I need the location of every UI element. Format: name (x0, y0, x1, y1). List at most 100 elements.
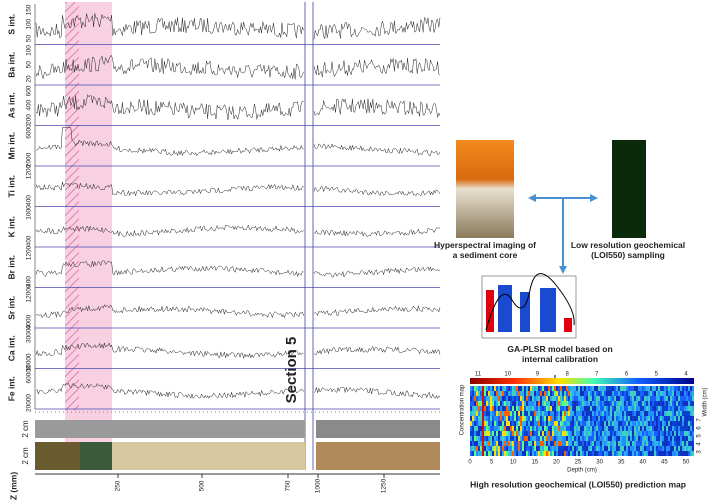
map-pixel (556, 401, 558, 406)
map-pixel (562, 411, 564, 416)
map-pixel (682, 406, 684, 411)
depth-tick-label: 750 (285, 480, 292, 491)
map-pixel (600, 401, 602, 406)
map-pixel (674, 451, 676, 456)
colorbar-label: Concentration map (460, 384, 466, 435)
map-pixel (560, 446, 562, 451)
map-pixel (584, 426, 586, 431)
map-pixel (540, 386, 542, 391)
map-pixel (596, 441, 598, 446)
map-pixel (660, 416, 662, 421)
line: Hyperspectral imaging of (434, 240, 536, 250)
map-pixel (582, 416, 584, 421)
map-pixel (478, 406, 480, 411)
map-pixel (680, 441, 682, 446)
map-pixel (546, 386, 548, 391)
map-pixel (470, 406, 472, 411)
map-pixel (510, 441, 512, 446)
map-pixel (622, 391, 624, 396)
map-pixel (620, 396, 622, 401)
map-pixel (592, 421, 594, 426)
sampling-photo (612, 140, 646, 238)
map-pixel (524, 391, 526, 396)
map-pixel (674, 446, 676, 451)
map-pixel (550, 386, 552, 391)
map-pixel (632, 451, 634, 456)
map-pixel (510, 431, 512, 436)
map-pixel (612, 396, 614, 401)
map-pixel (608, 391, 610, 396)
map-pixel (584, 421, 586, 426)
map-pixel (642, 426, 644, 431)
colorbar-tick: 6 (625, 372, 629, 378)
map-pixel (506, 401, 508, 406)
map-pixel (628, 391, 630, 396)
map-pixel (578, 406, 580, 411)
map-pixel (656, 406, 658, 411)
map-pixel (638, 431, 640, 436)
map-pixel (632, 441, 634, 446)
map-pixel (674, 441, 676, 446)
map-pixel (568, 386, 570, 391)
map-pixel (624, 431, 626, 436)
map-pixel (636, 416, 638, 421)
map-pixel (670, 446, 672, 451)
trace (313, 227, 441, 237)
map-pixel (488, 451, 490, 456)
map-pixel (558, 446, 560, 451)
map-pixel (566, 426, 568, 431)
tick-label: 200 (26, 114, 33, 125)
map-pixel (662, 386, 664, 391)
map-pixel (564, 441, 566, 446)
map-pixel (572, 416, 574, 421)
map-pixel (536, 386, 538, 391)
map-pixel (498, 421, 500, 426)
map-pixel (556, 436, 558, 441)
map-pixel (690, 436, 692, 441)
map-pixel (624, 411, 626, 416)
map-pixel (664, 416, 666, 421)
map-pixel (564, 411, 566, 416)
map-pixel (564, 396, 566, 401)
map-pixel (648, 446, 650, 451)
map-pixel (612, 411, 614, 416)
map-pixel (478, 401, 480, 406)
map-pixel (602, 431, 604, 436)
map-pixel (654, 441, 656, 446)
map-pixel (510, 406, 512, 411)
map-pixel (498, 441, 500, 446)
map-pixel (546, 406, 548, 411)
map-pixel (604, 436, 606, 441)
map-pixel (636, 401, 638, 406)
map-pixel (648, 451, 650, 456)
map-pixel (580, 401, 582, 406)
map-pixel (508, 451, 510, 456)
map-pixel (498, 386, 500, 391)
map-pixel (686, 406, 688, 411)
map-pixel (566, 431, 568, 436)
map-pixel (646, 411, 648, 416)
map-pixel (542, 426, 544, 431)
map-pixel (624, 401, 626, 406)
map-pixel (586, 416, 588, 421)
map-pixel (512, 426, 514, 431)
map-pixel (612, 426, 614, 431)
map-pixel (494, 426, 496, 431)
map-pixel (472, 436, 474, 441)
map-pixel (658, 386, 660, 391)
trace (313, 16, 441, 40)
map-pixel (648, 411, 650, 416)
map-pixel (604, 451, 606, 456)
map-pixel (660, 396, 662, 401)
map-pixel (644, 446, 646, 451)
trace (313, 266, 441, 278)
map-pixel (560, 436, 562, 441)
map-pixel (566, 406, 568, 411)
map-pixel (486, 446, 488, 451)
map-pixel (574, 436, 576, 441)
map-pixel (664, 396, 666, 401)
map-pixel (530, 431, 532, 436)
map-pixel (658, 416, 660, 421)
tick-label: 1200 (26, 245, 33, 260)
map-pixel (578, 411, 580, 416)
